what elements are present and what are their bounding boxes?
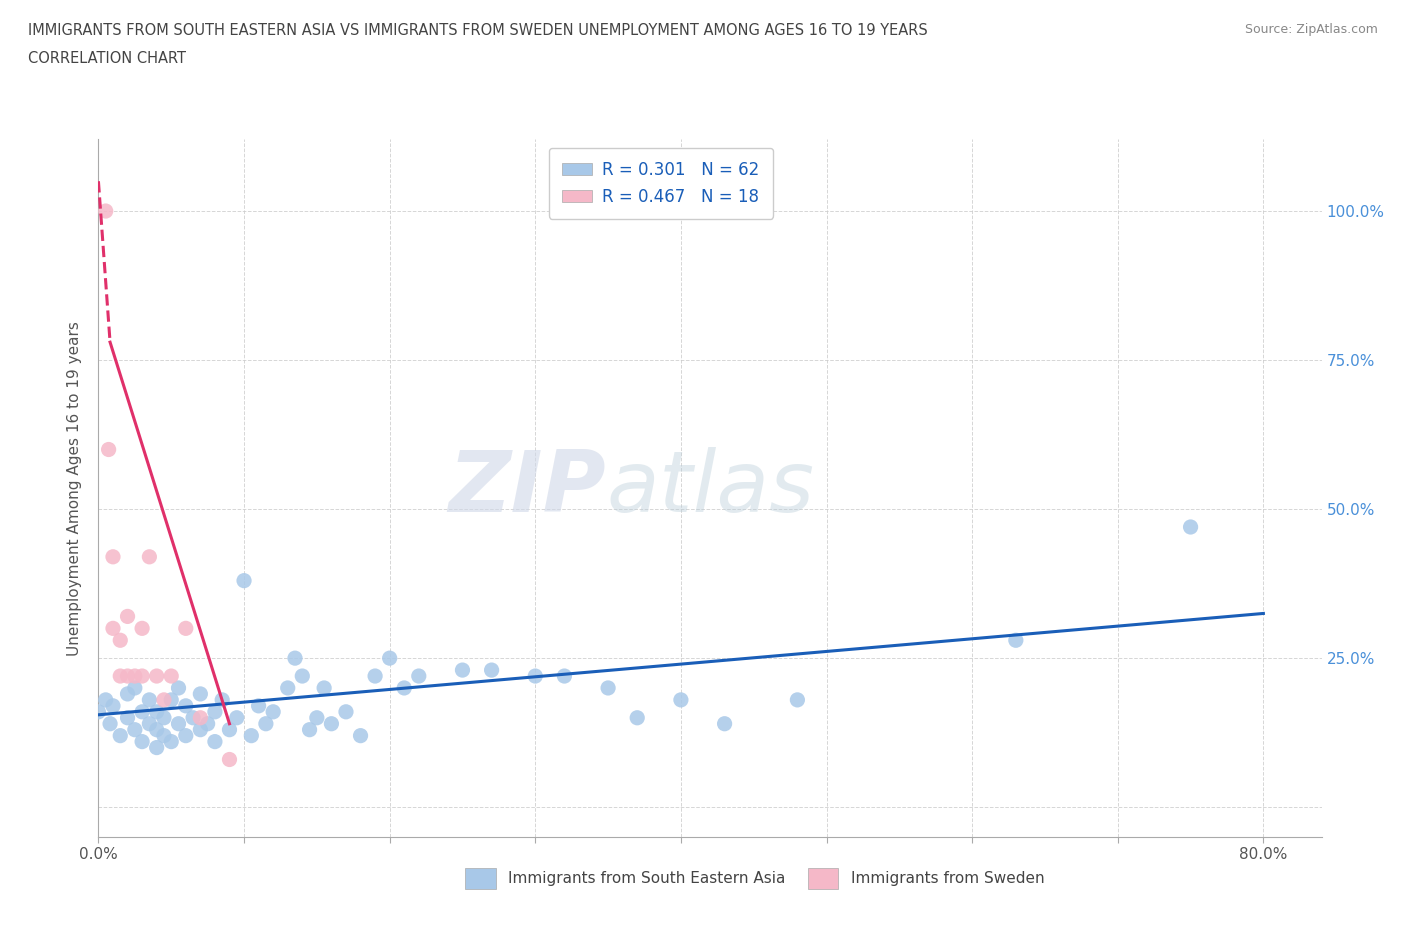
Point (138, 716, 160, 731)
Point (1180, 520, 1202, 535)
Point (94, 693, 117, 708)
Point (153, 693, 176, 708)
Point (174, 621, 197, 636)
Point (181, 711, 204, 725)
Text: atlas: atlas (606, 446, 814, 530)
Point (101, 621, 124, 636)
Point (174, 698, 197, 713)
FancyBboxPatch shape (808, 869, 838, 889)
Point (87, 704, 110, 719)
Point (277, 681, 299, 696)
Point (97, 442, 120, 457)
Point (98, 716, 121, 731)
Point (284, 651, 307, 666)
Point (160, 734, 183, 749)
Point (188, 723, 212, 737)
Point (101, 550, 124, 565)
Point (117, 686, 139, 701)
Point (131, 704, 153, 719)
Point (145, 704, 167, 719)
Point (786, 693, 808, 708)
Point (167, 681, 190, 696)
Point (596, 681, 619, 696)
Point (218, 752, 240, 767)
Point (117, 609, 139, 624)
Point (145, 723, 167, 737)
Point (314, 681, 336, 696)
Point (160, 693, 183, 708)
Point (298, 723, 321, 737)
Point (145, 669, 167, 684)
Point (291, 669, 314, 684)
Point (349, 728, 371, 743)
Point (174, 728, 197, 743)
Point (262, 704, 284, 719)
Point (131, 734, 153, 749)
Point (451, 663, 474, 678)
Point (145, 740, 167, 755)
Point (124, 669, 146, 684)
Point (204, 734, 226, 749)
Point (240, 728, 263, 743)
Point (188, 711, 212, 725)
Point (110, 669, 132, 684)
Point (713, 716, 735, 731)
Point (124, 723, 146, 737)
Point (524, 669, 547, 684)
Point (211, 693, 233, 708)
Point (188, 686, 212, 701)
Point (669, 693, 692, 708)
Point (110, 728, 132, 743)
Point (247, 698, 270, 713)
Text: IMMIGRANTS FROM SOUTH EASTERN ASIA VS IMMIGRANTS FROM SWEDEN UNEMPLOYMENT AMONG : IMMIGRANTS FROM SOUTH EASTERN ASIA VS IM… (28, 23, 928, 38)
Point (160, 669, 183, 684)
Point (378, 651, 401, 666)
Point (131, 621, 153, 636)
Point (117, 669, 139, 684)
Point (117, 711, 139, 725)
Point (225, 711, 247, 725)
Point (481, 663, 503, 678)
Point (626, 711, 648, 725)
Point (408, 669, 430, 684)
Point (305, 711, 328, 725)
Text: Immigrants from South Eastern Asia: Immigrants from South Eastern Asia (508, 871, 786, 886)
Point (1004, 632, 1026, 647)
FancyBboxPatch shape (465, 869, 496, 889)
Point (138, 550, 160, 565)
Point (335, 704, 357, 719)
Point (110, 632, 132, 647)
Point (321, 716, 343, 731)
Point (138, 693, 160, 708)
Point (153, 728, 176, 743)
Point (204, 704, 226, 719)
Point (254, 716, 277, 731)
Point (101, 698, 124, 713)
Point (364, 669, 387, 684)
Y-axis label: Unemployment Among Ages 16 to 19 years: Unemployment Among Ages 16 to 19 years (67, 321, 83, 656)
Text: Source: ZipAtlas.com: Source: ZipAtlas.com (1244, 23, 1378, 36)
Point (167, 716, 190, 731)
Point (94, 204, 117, 219)
Point (553, 669, 575, 684)
Point (233, 573, 256, 588)
Point (197, 716, 219, 731)
Point (392, 681, 416, 696)
Text: Immigrants from Sweden: Immigrants from Sweden (851, 871, 1045, 886)
Point (124, 681, 146, 696)
Text: ZIP: ZIP (449, 446, 606, 530)
Point (153, 711, 176, 725)
Point (131, 669, 153, 684)
Text: CORRELATION CHART: CORRELATION CHART (28, 51, 186, 66)
Legend: R = 0.301   N = 62, R = 0.467   N = 18: R = 0.301 N = 62, R = 0.467 N = 18 (550, 148, 773, 219)
Point (218, 723, 240, 737)
